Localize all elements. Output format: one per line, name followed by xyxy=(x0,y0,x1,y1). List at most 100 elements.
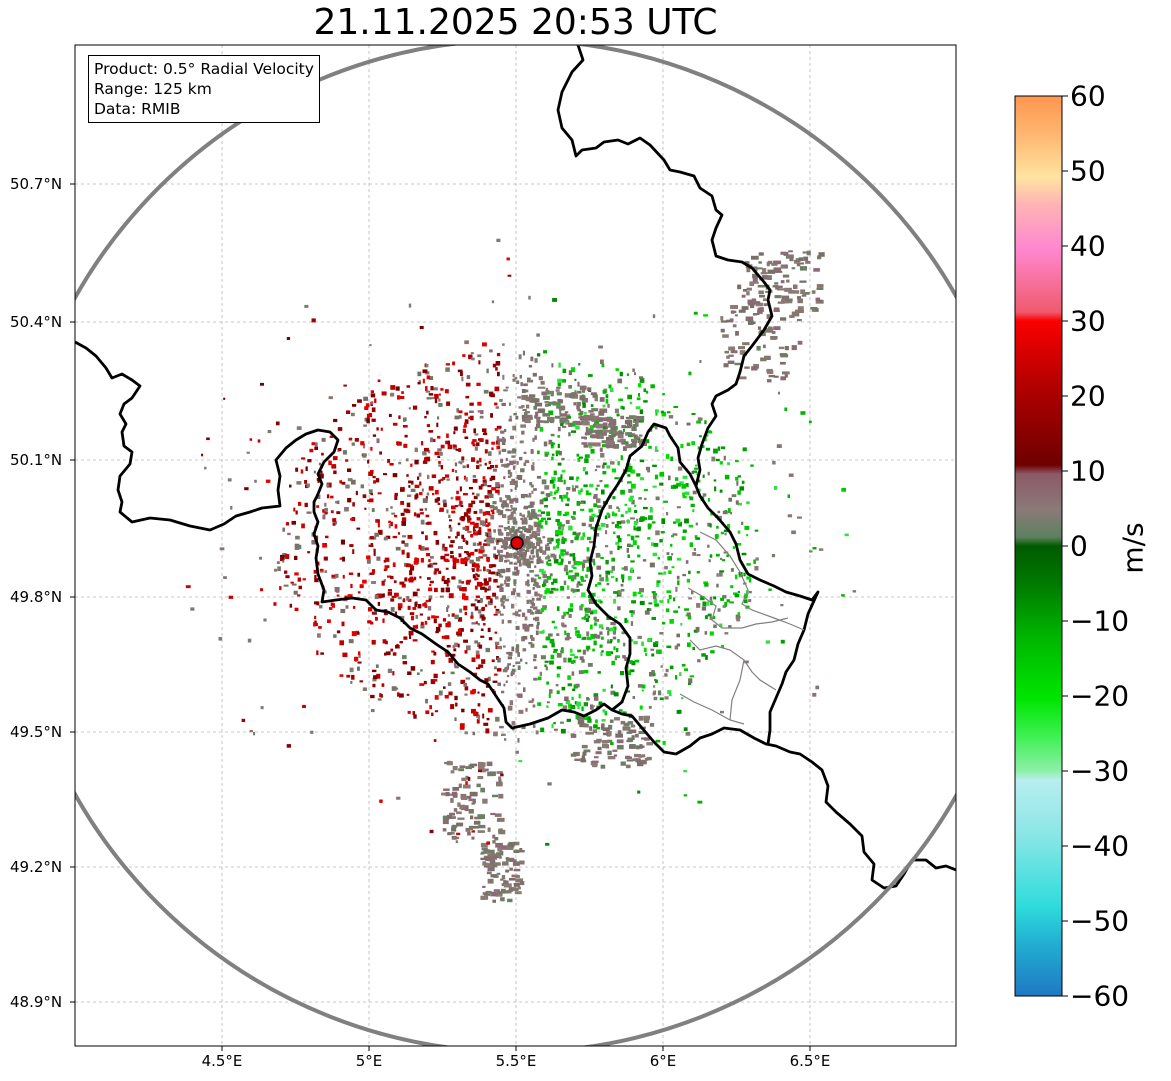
echo-pixel xyxy=(632,540,637,545)
echo-pixel xyxy=(506,257,510,261)
echo-pixel xyxy=(579,385,587,391)
echo-pixel xyxy=(586,569,590,572)
echo-pixel xyxy=(667,556,672,561)
echo-pixel xyxy=(464,595,469,601)
echo-pixel xyxy=(551,456,554,461)
echo-pixel xyxy=(605,398,609,404)
echo-pixel xyxy=(404,434,408,438)
echo-pixel xyxy=(616,739,624,744)
echo-pixel xyxy=(568,614,572,618)
echo-pixel xyxy=(496,540,500,543)
echo-pixel xyxy=(676,643,681,647)
echo-pixel xyxy=(722,595,727,599)
echo-pixel xyxy=(573,588,577,593)
echo-pixel xyxy=(797,296,801,300)
echo-pixel xyxy=(493,506,498,511)
echo-pixel xyxy=(355,490,358,496)
echo-pixel xyxy=(557,521,562,526)
echo-pixel xyxy=(639,378,645,383)
echo-pixel xyxy=(431,650,435,653)
echo-pixel xyxy=(502,374,505,380)
echo-pixel xyxy=(668,475,671,481)
echo-pixel xyxy=(521,430,525,435)
echo-pixel xyxy=(453,426,458,431)
echo-pixel xyxy=(626,764,631,769)
echo-pixel xyxy=(529,501,535,506)
echo-pixel xyxy=(351,674,355,680)
echo-pixel xyxy=(419,576,422,579)
echo-pixel xyxy=(398,606,402,611)
echo-pixel xyxy=(665,668,669,673)
echo-pixel xyxy=(748,321,756,324)
echo-pixel xyxy=(498,525,504,528)
echo-pixel xyxy=(344,507,349,512)
echo-pixel xyxy=(362,687,367,691)
echo-pixel xyxy=(496,852,503,855)
echo-pixel xyxy=(574,485,579,489)
echo-pixel xyxy=(680,444,684,449)
echo-pixel xyxy=(459,500,462,506)
echo-pixel xyxy=(695,537,700,540)
echo-pixel xyxy=(513,883,520,887)
echo-pixel xyxy=(517,886,521,890)
echo-pixel xyxy=(572,556,576,561)
echo-pixel xyxy=(506,567,511,573)
echo-pixel xyxy=(388,520,391,523)
echo-pixel xyxy=(773,486,778,490)
echo-pixel xyxy=(679,672,682,676)
echo-pixel xyxy=(447,580,451,583)
echo-pixel xyxy=(321,437,326,442)
echo-pixel xyxy=(434,490,439,495)
echo-pixel xyxy=(364,406,369,410)
echo-pixel xyxy=(360,484,364,489)
echo-pixel xyxy=(417,672,420,675)
echo-pixel xyxy=(517,614,521,617)
echo-pixel xyxy=(817,255,822,260)
echo-pixel xyxy=(563,494,568,499)
echo-pixel xyxy=(369,498,374,503)
echo-pixel xyxy=(471,708,476,714)
echo-pixel xyxy=(460,516,466,520)
echo-pixel xyxy=(490,856,498,860)
echo-pixel xyxy=(454,642,459,647)
echo-pixel xyxy=(358,651,361,656)
echo-pixel xyxy=(311,442,316,446)
echo-pixel xyxy=(658,572,663,575)
echo-pixel xyxy=(716,583,719,588)
echo-pixel xyxy=(579,561,583,565)
echo-pixel xyxy=(521,414,530,419)
echo-pixel xyxy=(371,639,376,645)
echo-pixel xyxy=(576,701,581,707)
echo-pixel xyxy=(795,258,801,262)
echo-pixel xyxy=(377,601,381,606)
echo-pixel xyxy=(376,556,381,561)
echo-pixel xyxy=(628,670,631,676)
echo-pixel xyxy=(410,463,413,467)
echo-pixel xyxy=(366,555,371,560)
echo-pixel xyxy=(392,473,398,478)
echo-pixel xyxy=(433,618,437,624)
echo-pixel xyxy=(685,483,689,486)
echo-pixel xyxy=(536,585,541,588)
echo-pixel xyxy=(497,512,502,516)
echo-pixel xyxy=(691,441,696,446)
echo-pixel xyxy=(530,606,534,609)
echo-pixel xyxy=(533,658,537,662)
echo-pixel xyxy=(511,887,519,892)
echo-pixel xyxy=(487,489,492,495)
echo-pixel xyxy=(457,628,461,634)
echo-pixel xyxy=(775,285,783,288)
echo-pixel xyxy=(445,622,450,628)
echo-pixel xyxy=(456,832,461,835)
echo-pixel xyxy=(513,859,517,864)
echo-pixel xyxy=(394,592,399,597)
echo-pixel xyxy=(763,303,769,307)
echo-pixel xyxy=(444,389,449,394)
echo-pixel xyxy=(640,594,643,598)
echo-pixel xyxy=(535,514,538,519)
echo-pixel xyxy=(464,412,468,416)
echo-pixel xyxy=(577,408,582,412)
echo-pixel xyxy=(342,652,348,658)
echo-pixel xyxy=(547,562,552,567)
info-data-source: Data: RMIB xyxy=(94,100,181,118)
